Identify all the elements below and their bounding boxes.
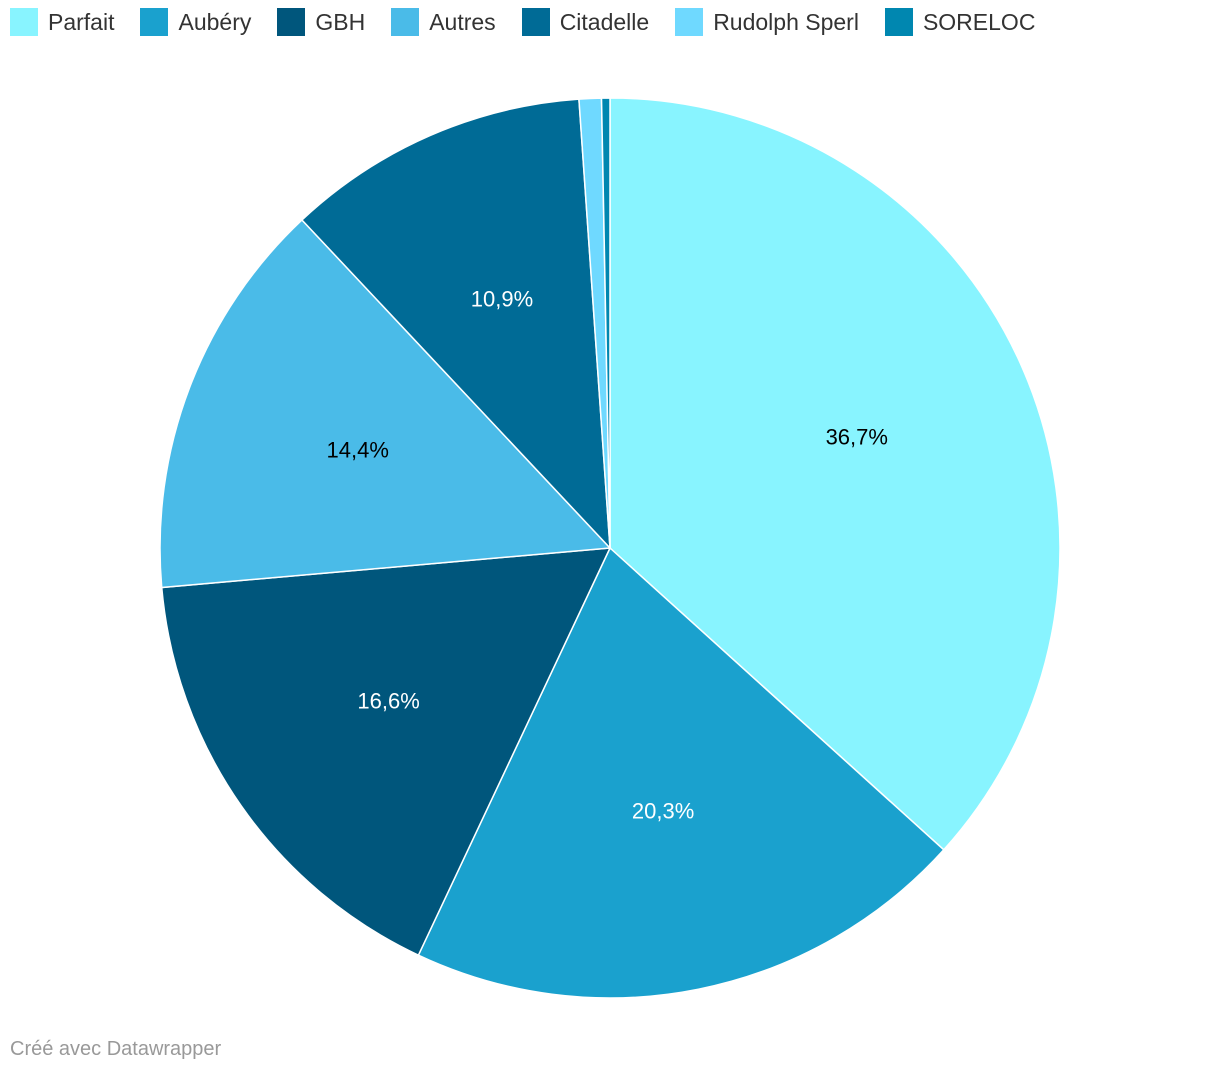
legend-item: Rudolph Sperl	[675, 8, 859, 36]
legend-label: SORELOC	[922, 8, 1036, 35]
legend-item: GBH	[277, 8, 365, 36]
legend-item: Parfait	[10, 8, 114, 36]
legend-swatch	[277, 8, 306, 36]
legend-item: Citadelle	[521, 8, 650, 36]
legend-label: GBH	[315, 8, 366, 35]
pie-slice-aub-ry[interactable]	[417, 546, 945, 999]
legend-label: Autres	[429, 8, 496, 35]
pie-slice-parfait[interactable]	[609, 97, 1061, 851]
pie-slice-gbh[interactable]	[160, 547, 612, 957]
legend-swatch	[10, 8, 38, 36]
pie-slice-citadelle[interactable]	[300, 98, 611, 551]
legend-label: Citadelle	[559, 8, 650, 35]
slice-value-label: 36,7%	[826, 424, 888, 449]
pie-slice-autres[interactable]	[159, 218, 612, 589]
legend-swatch	[521, 8, 550, 36]
slice-value-label: 10,9%	[471, 286, 533, 311]
slice-value-label: 16,6%	[357, 688, 419, 713]
slice-value-label: 20,3%	[632, 799, 694, 824]
slice-value-label: 14,4%	[327, 438, 389, 463]
legend-swatch	[140, 8, 169, 36]
chart-legend: Parfait Aubéry GBH Autres Citadelle Rudolph S…	[10, 8, 1061, 36]
pie-slice-soreloc[interactable]	[600, 97, 611, 549]
legend-item: Aubéry	[140, 8, 251, 36]
legend-item: SORELOC	[884, 8, 1036, 36]
footer-credit[interactable]: Créé avec Datawrapper	[10, 1038, 222, 1060]
legend-item: Autres	[391, 8, 496, 36]
legend-label: Rudolph Sperl	[713, 8, 859, 35]
legend-swatch	[675, 8, 704, 36]
legend-label: Parfait	[48, 8, 115, 35]
legend-label: Aubéry	[178, 8, 252, 35]
legend-swatch	[391, 8, 420, 36]
legend-swatch	[884, 8, 913, 36]
